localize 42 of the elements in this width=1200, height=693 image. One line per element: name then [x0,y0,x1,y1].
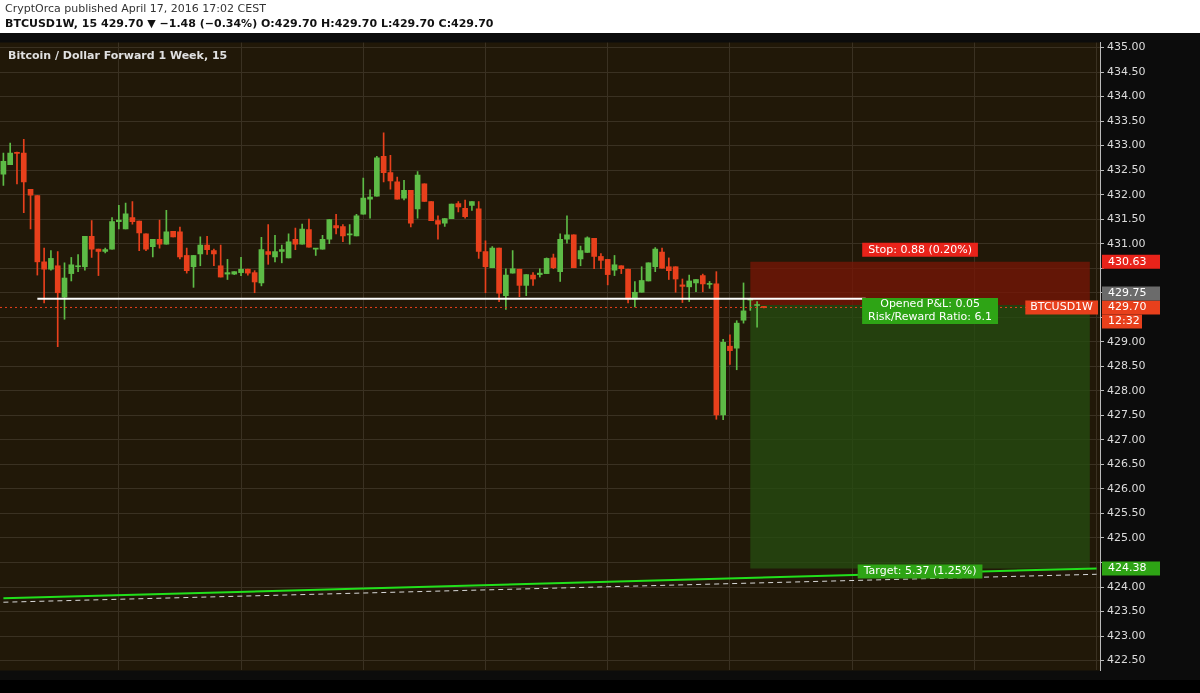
y-tick-label: 423.00 [1107,628,1146,642]
candlestick [530,272,536,286]
band-label: Stop: 0.88 (0.20%) [868,242,972,256]
y-tick-label: 434.50 [1107,64,1146,78]
annotation: Risk/Reward Ratio: 6.1 [868,310,993,324]
y-tick-label: 434.00 [1107,89,1146,103]
ref-line-label: BTCUSD1W [1030,300,1094,314]
y-tick-label: 431.50 [1107,212,1146,226]
chart-subtitle: CryptOrca published April 17, 2016 17:02 CEST [5,2,266,15]
candlestick [211,248,217,267]
y-tick-label: 423.50 [1107,604,1146,618]
candlestick [754,301,760,328]
y-tick-label: 432.50 [1107,162,1146,176]
y-tick-label: 431.00 [1107,236,1146,250]
text: 424.38 [1108,561,1147,575]
text: 12:32 [1108,314,1140,328]
y-tick-label: 432.00 [1107,187,1146,201]
text: 430.63 [1108,254,1147,268]
candlestick [727,334,733,365]
y-tick-label: 424.00 [1107,579,1146,593]
text: 429.75 [1108,286,1147,300]
y-tick-label: 422.50 [1107,653,1146,667]
y-tick-label: 435.00 [1107,40,1146,54]
y-tick-label: 427.00 [1107,432,1146,446]
y-tick-label: 429.00 [1107,334,1146,348]
y-tick-label: 428.00 [1107,383,1146,397]
candlestick [41,247,47,304]
y-tick-label: 426.00 [1107,481,1146,495]
text: BTCUSD1W, 15 429.70 ▼ −1.48 (−0.34%) O:429.70 H:429.70 L:429.70 C:429.70 [5,17,494,30]
y-tick-label: 433.00 [1107,138,1146,152]
y-tick-label: 427.50 [1107,408,1146,422]
band-label: Target: 5.37 (1.25%) [862,564,977,578]
y-tick-label: 425.00 [1107,530,1146,544]
y-tick-label: 425.50 [1107,506,1146,520]
candlestick [265,224,272,265]
candlestick [204,236,210,255]
text: Bitcoin / Dollar Forward 1 Week, 15 [8,48,228,62]
annotation: Opened P&L: 0.05 [880,297,980,311]
y-tick-label: 428.50 [1107,359,1146,373]
text: 429.70 [1108,300,1147,314]
y-tick-label: 426.50 [1107,457,1146,471]
y-tick-label: 433.50 [1107,113,1146,127]
